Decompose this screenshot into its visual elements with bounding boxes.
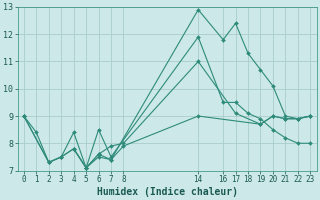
X-axis label: Humidex (Indice chaleur): Humidex (Indice chaleur) [97,186,237,197]
